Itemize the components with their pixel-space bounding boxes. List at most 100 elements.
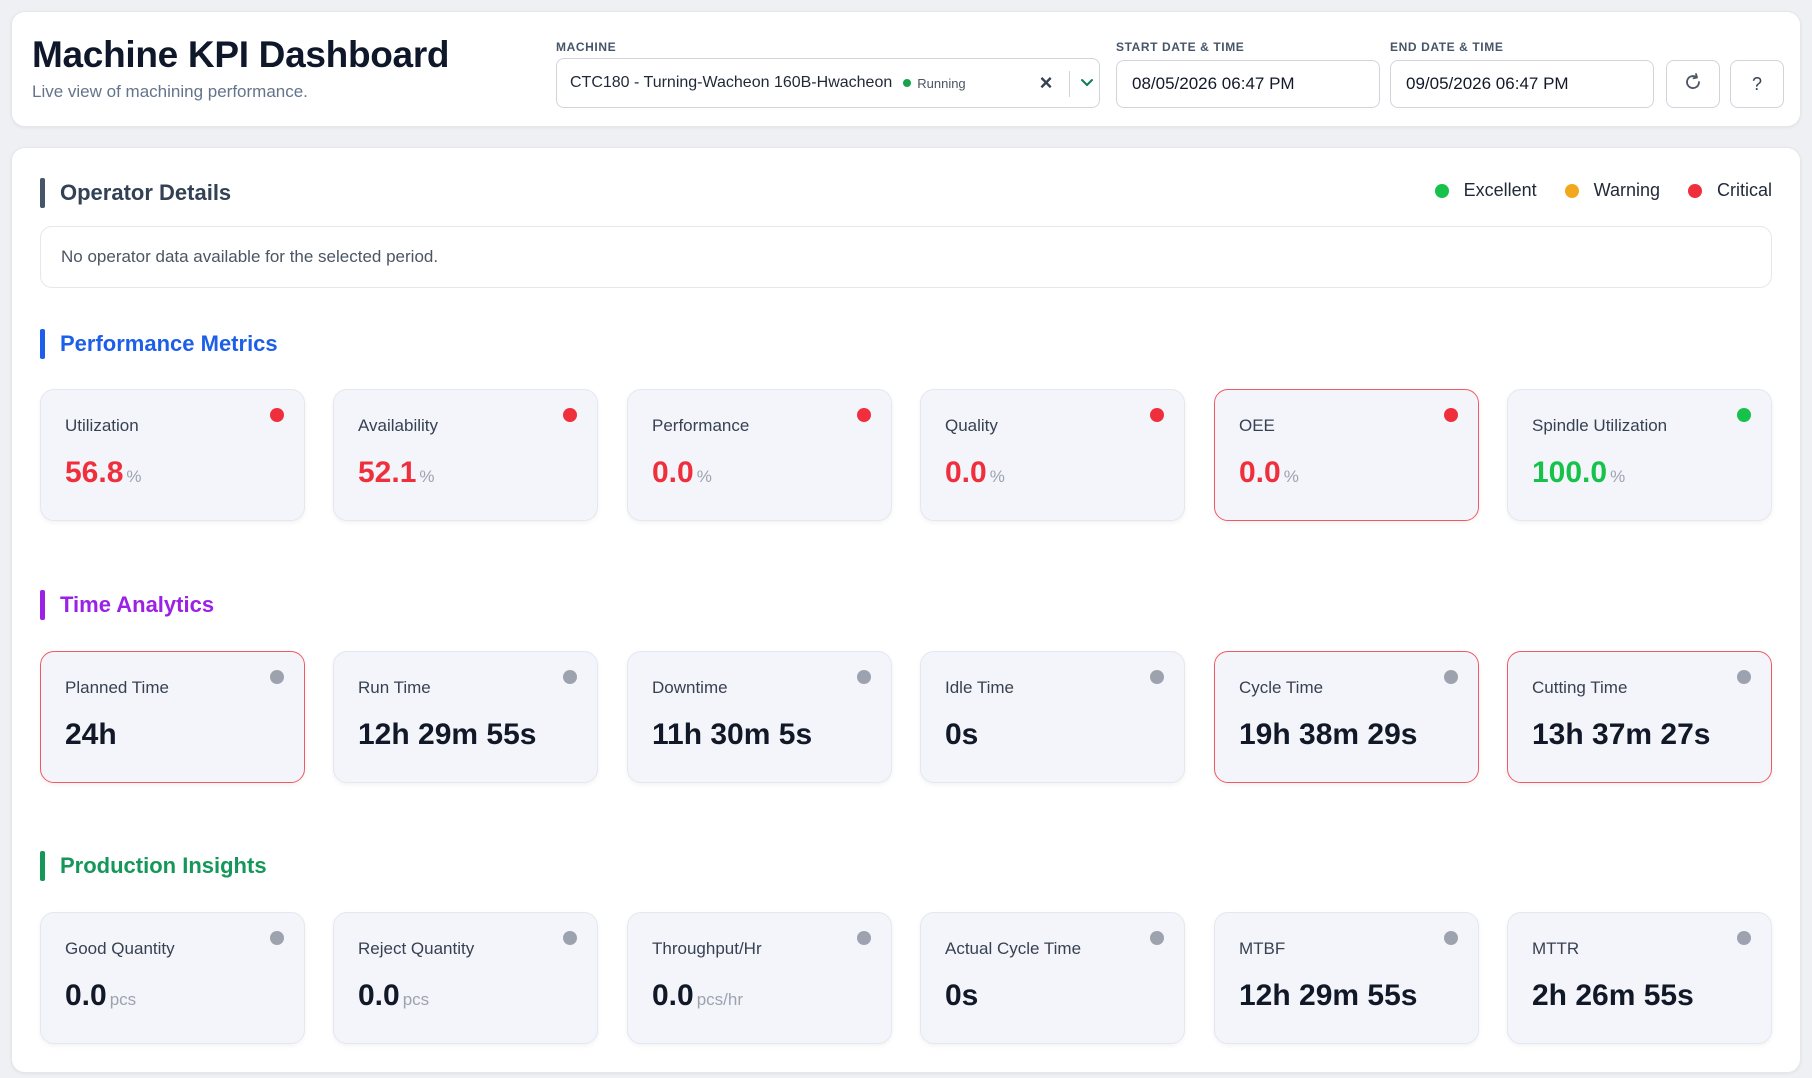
kpi-label: Good Quantity (65, 939, 175, 958)
kpi-label: Run Time (358, 678, 431, 697)
page-title: Machine KPI Dashboard (32, 34, 450, 75)
kpi-number: 12h 29m 55s (358, 718, 537, 751)
kpi-card-cutting-time[interactable]: Cutting Time 13h 37m 27s (1507, 651, 1772, 783)
kpi-card-downtime[interactable]: Downtime 11h 30m 5s (627, 651, 892, 783)
machine-label: MACHINE (556, 40, 617, 54)
kpi-number: 0.0 (65, 979, 107, 1012)
production-section-title: Production Insights (40, 851, 267, 881)
kpi-label: Quality (945, 416, 998, 435)
time-grid: Planned Time 24h Run Time 12h 29m 55s Downti… (40, 651, 1772, 783)
legend-item-excellent: Excellent (1434, 180, 1537, 201)
kpi-card-run-time[interactable]: Run Time 12h 29m 55s (333, 651, 598, 783)
kpi-value: 11h 30m 5s (652, 718, 812, 752)
end-date-label: END DATE & TIME (1390, 40, 1504, 54)
kpi-card-planned-time[interactable]: Planned Time 24h (40, 651, 305, 783)
production-title-text: Production Insights (60, 853, 267, 878)
kpi-label: Planned Time (65, 678, 169, 697)
clear-icon[interactable]: × (1039, 70, 1053, 95)
kpi-number: 100.0 (1532, 456, 1608, 489)
status-dot (857, 670, 871, 684)
machine-select[interactable]: CTC180 - Turning-Wacheon 160B-Hwacheon R… (556, 58, 1100, 108)
legend-item-warning: Warning (1564, 180, 1660, 201)
section-accent-bar (40, 329, 45, 359)
kpi-unit: % (989, 467, 1005, 486)
kpi-value: 24h (65, 718, 117, 752)
kpi-card-mttr[interactable]: MTTR 2h 26m 55s (1507, 912, 1772, 1044)
kpi-label: MTBF (1239, 939, 1286, 958)
kpi-value: 0.0% (945, 456, 1005, 490)
kpi-card-reject-quantity[interactable]: Reject Quantity 0.0 pcs (333, 912, 598, 1044)
kpi-number: 0.0 (652, 456, 694, 489)
kpi-label: Throughput/Hr (652, 939, 762, 958)
kpi-card-throughput-hr[interactable]: Throughput/Hr 0.0 pcs/hr (627, 912, 892, 1044)
kpi-card-availability[interactable]: Availability 52.1% (333, 389, 598, 521)
kpi-number: 0.0 (652, 979, 694, 1012)
kpi-label: Spindle Utilization (1532, 416, 1668, 435)
kpi-number: 0s (945, 718, 979, 751)
kpi-value: 0s (945, 718, 978, 752)
dashboard-header: Machine KPI Dashboard Live view of machi… (11, 11, 1801, 127)
kpi-unit: pcs (109, 990, 137, 1009)
status-dot (857, 408, 871, 422)
status-dot (270, 670, 284, 684)
kpi-number: 12h 29m 55s (1239, 979, 1418, 1012)
refresh-button[interactable] (1666, 60, 1720, 108)
select-divider (1069, 71, 1070, 97)
kpi-number: 0s (945, 979, 979, 1012)
kpi-value: 2h 26m 55s (1532, 979, 1694, 1013)
kpi-card-utilization[interactable]: Utilization 56.8% (40, 389, 305, 521)
kpi-value: 0.0% (1239, 456, 1299, 490)
start-date-input[interactable]: 08/05/2026 06:47 PM (1116, 60, 1380, 108)
performance-title-text: Performance Metrics (60, 331, 278, 356)
legend-label: Warning (1593, 180, 1660, 200)
kpi-card-cycle-time[interactable]: Cycle Time 19h 38m 29s (1214, 651, 1479, 783)
production-grid: Good Quantity 0.0 pcs Reject Quantity 0.0 pcs… (40, 912, 1772, 1044)
kpi-label: OEE (1239, 416, 1275, 435)
running-status-dot (903, 79, 912, 87)
kpi-card-performance[interactable]: Performance 0.0% (627, 389, 892, 521)
kpi-unit: % (419, 467, 435, 486)
kpi-card-actual-cycle-time[interactable]: Actual Cycle Time 0s (920, 912, 1185, 1044)
kpi-card-mtbf[interactable]: MTBF 12h 29m 55s (1214, 912, 1479, 1044)
start-date-label: START DATE & TIME (1116, 40, 1245, 54)
operator-section-title: Operator Details (40, 178, 231, 208)
section-accent-bar (40, 590, 45, 620)
legend-label: Excellent (1463, 180, 1537, 200)
kpi-card-quality[interactable]: Quality 0.0% (920, 389, 1185, 521)
status-dot (1444, 931, 1458, 945)
kpi-number: 19h 38m 29s (1239, 718, 1418, 751)
kpi-unit: % (696, 467, 712, 486)
kpi-value: 0.0% (652, 456, 712, 490)
kpi-value: 100.0% (1532, 456, 1625, 490)
kpi-value: 19h 38m 29s (1239, 718, 1417, 752)
kpi-unit: % (1610, 467, 1626, 486)
kpi-number: 56.8 (65, 456, 124, 489)
kpi-card-spindle-utilization[interactable]: Spindle Utilization 100.0% (1507, 389, 1772, 521)
legend-dot (1434, 183, 1449, 198)
kpi-card-good-quantity[interactable]: Good Quantity 0.0 pcs (40, 912, 305, 1044)
end-date-input[interactable]: 09/05/2026 06:47 PM (1390, 60, 1654, 108)
kpi-card-oee[interactable]: OEE 0.0% (1214, 389, 1479, 521)
machine-status: Running (917, 75, 966, 91)
legend-label: Critical (1716, 180, 1772, 200)
kpi-unit: pcs (402, 990, 430, 1009)
kpi-number: 2h 26m 55s (1532, 979, 1694, 1012)
kpi-label: Availability (358, 416, 439, 435)
time-section-title: Time Analytics (40, 590, 214, 620)
kpi-number: 0.0 (945, 456, 987, 489)
kpi-label: Reject Quantity (358, 939, 475, 958)
status-dot (563, 670, 577, 684)
kpi-unit: % (126, 467, 142, 486)
status-dot (270, 931, 284, 945)
chevron-down-icon[interactable] (1077, 71, 1097, 95)
kpi-unit: % (1283, 467, 1299, 486)
kpi-value: 52.1% (358, 456, 435, 490)
kpi-value: 0.0 pcs (65, 979, 136, 1013)
status-dot (857, 931, 871, 945)
performance-section-title: Performance Metrics (40, 329, 278, 359)
kpi-number: 0.0 (358, 979, 400, 1012)
help-button[interactable]: ? (1730, 60, 1784, 108)
kpi-label: Actual Cycle Time (945, 939, 1082, 958)
kpi-number: 11h 30m 5s (652, 718, 813, 751)
kpi-card-idle-time[interactable]: Idle Time 0s (920, 651, 1185, 783)
